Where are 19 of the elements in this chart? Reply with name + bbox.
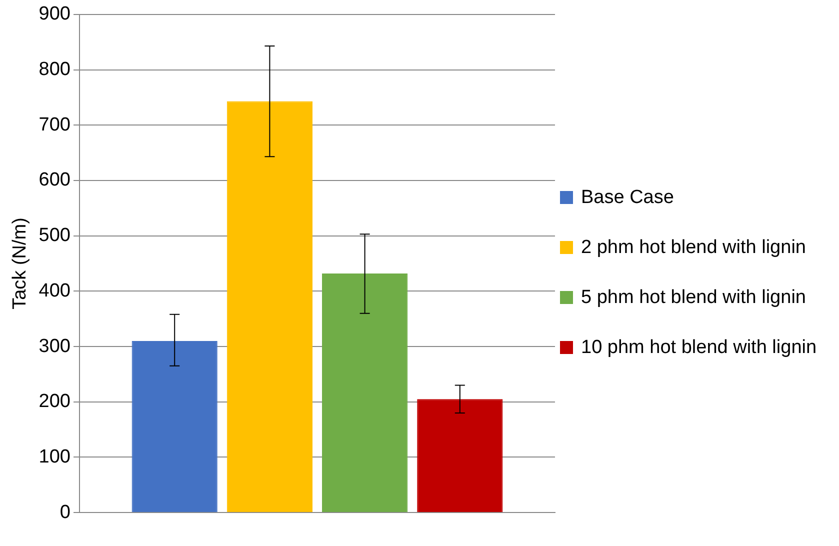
y-tick-label: 100 <box>38 446 70 468</box>
legend-label: 2 phm hot blend with lignin <box>581 236 806 260</box>
y-axis-title: Tack (N/m) <box>10 218 31 310</box>
legend-label: 5 phm hot blend with lignin <box>581 286 806 310</box>
bar <box>226 101 312 512</box>
legend-label: Base Case <box>581 186 674 210</box>
y-tick-label: 200 <box>38 391 70 412</box>
y-tick-label: 600 <box>38 170 70 191</box>
y-tick-label: 800 <box>38 58 70 80</box>
y-tick-label: 400 <box>38 280 70 302</box>
y-tick-label: 700 <box>38 114 70 136</box>
legend-label: 10 phm hot blend with lignin <box>581 336 817 360</box>
bar <box>132 341 218 512</box>
y-tick-label: 300 <box>38 336 70 357</box>
y-tick-label: 500 <box>38 225 70 246</box>
y-tick-label: 0 <box>60 502 70 523</box>
y-tick-label: 900 <box>38 4 70 25</box>
bar <box>322 273 408 512</box>
bar <box>417 399 503 512</box>
